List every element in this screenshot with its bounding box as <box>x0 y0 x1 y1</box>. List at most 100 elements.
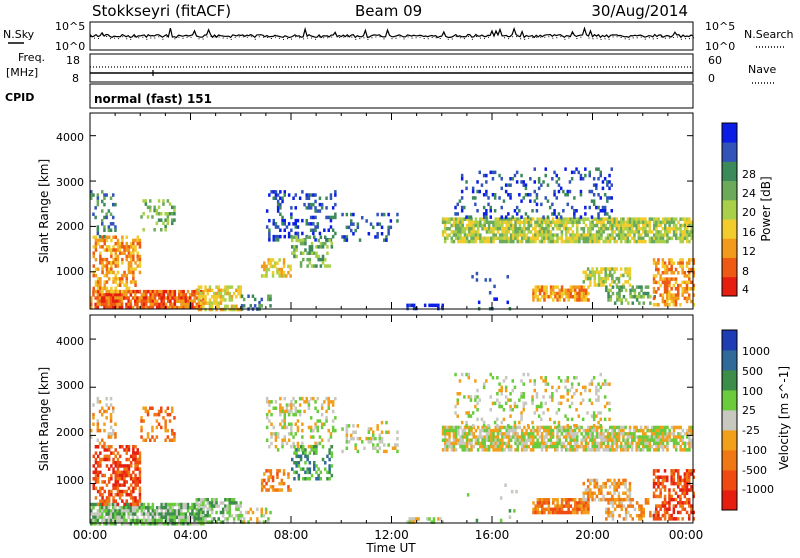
heatmap-cell <box>132 445 135 449</box>
heatmap-cell <box>545 382 548 386</box>
heatmap-cell <box>320 258 323 262</box>
heatmap-cell <box>584 389 587 393</box>
heatmap-cell <box>528 240 531 244</box>
heatmap-cell <box>520 199 523 203</box>
heatmap-cell <box>679 230 682 234</box>
heatmap-cell <box>618 439 621 443</box>
heatmap-cell <box>464 237 467 241</box>
heatmap-cell <box>284 416 287 420</box>
heatmap-cell <box>455 448 458 452</box>
heatmap-cell <box>514 405 517 409</box>
heatmap-cell <box>178 300 181 304</box>
heatmap-cell <box>130 483 133 487</box>
heatmap-cell <box>567 389 570 393</box>
heatmap-cell <box>558 183 561 187</box>
heatmap-cell <box>200 511 203 515</box>
heatmap-cell <box>532 432 535 436</box>
heatmap-cell <box>295 236 298 240</box>
heatmap-cell <box>160 512 163 516</box>
heatmap-cell <box>466 432 469 436</box>
heatmap-cell <box>549 418 552 422</box>
heatmap-cell <box>509 408 512 412</box>
heatmap-cell <box>659 495 662 499</box>
heatmap-cell <box>606 180 609 184</box>
heatmap-cell <box>618 498 621 502</box>
heatmap-cell <box>528 435 531 439</box>
heatmap-cell <box>671 432 674 436</box>
heatmap-cell <box>664 511 667 515</box>
heatmap-cell <box>308 445 311 449</box>
heatmap-cell <box>222 289 225 293</box>
heatmap-cell <box>681 479 684 483</box>
heatmap-cell <box>97 445 100 449</box>
heatmap-cell <box>653 277 656 281</box>
heatmap-cell <box>541 289 544 293</box>
power-cbar-tick-24: 24 <box>742 187 756 200</box>
heatmap-cell <box>99 410 102 414</box>
heatmap-cell <box>613 448 616 452</box>
heatmap-cell <box>622 426 625 430</box>
heatmap-cell <box>574 298 577 302</box>
heatmap-cell <box>189 293 192 297</box>
heatmap-cell <box>185 512 188 516</box>
heatmap-cell <box>583 482 586 486</box>
heatmap-cell <box>231 295 234 299</box>
heatmap-cell <box>605 267 608 271</box>
heatmap-cell <box>629 283 632 287</box>
heatmap-cell <box>301 219 304 223</box>
heatmap-cell <box>171 512 174 516</box>
heatmap-cell <box>303 203 306 207</box>
heatmap-cell <box>444 221 447 225</box>
heatmap-cell <box>261 508 264 512</box>
heatmap-cell <box>550 221 553 225</box>
heatmap-cell <box>284 193 287 197</box>
heatmap-cell <box>341 213 344 217</box>
heatmap-cell <box>123 471 126 475</box>
heatmap-cell <box>110 509 113 513</box>
heatmap-cell <box>597 212 600 216</box>
heatmap-cell <box>433 304 436 308</box>
heatmap-cell <box>237 308 240 312</box>
heatmap-cell <box>547 382 550 386</box>
heatmap-cell <box>598 230 601 234</box>
heatmap-cell <box>270 442 273 446</box>
heatmap-cell <box>629 498 632 502</box>
heatmap-cell <box>486 448 489 452</box>
heatmap-cell <box>103 300 106 304</box>
heatmap-cell <box>589 488 592 492</box>
heatmap-cell <box>125 506 128 510</box>
heatmap-cell <box>149 209 152 213</box>
heatmap-cell <box>591 479 594 483</box>
heatmap-cell <box>139 467 142 471</box>
heatmap-cell <box>332 206 335 210</box>
heatmap-cell <box>631 217 634 221</box>
heatmap-cell <box>121 516 124 520</box>
heatmap-cell <box>134 503 137 507</box>
heatmap-cell <box>512 237 515 241</box>
heatmap-cell <box>286 426 289 430</box>
heatmap-cell <box>117 503 120 507</box>
heatmap-cell <box>607 511 610 515</box>
heatmap-cell <box>490 240 493 244</box>
heatmap-cell <box>158 423 161 427</box>
heatmap-cell <box>281 482 284 486</box>
heatmap-cell <box>495 439 498 443</box>
heatmap-cell <box>475 237 478 241</box>
heatmap-cell <box>618 432 621 436</box>
heatmap-cell <box>671 237 674 241</box>
heatmap-cell <box>94 206 97 210</box>
heatmap-cell <box>185 300 188 304</box>
heatmap-cell <box>154 293 157 297</box>
heatmap-cell <box>589 432 592 436</box>
heatmap-cell <box>196 517 199 521</box>
heatmap-cell <box>507 212 510 216</box>
heatmap-cell <box>657 261 660 265</box>
heatmap-cell <box>684 221 687 225</box>
heatmap-cell <box>153 439 156 443</box>
heatmap-cell <box>104 248 107 252</box>
heatmap-cell <box>501 448 504 452</box>
heatmap-cell <box>92 293 95 297</box>
heatmap-cell <box>547 230 550 234</box>
heatmap-cell <box>677 479 680 483</box>
heatmap-cell <box>108 516 111 520</box>
